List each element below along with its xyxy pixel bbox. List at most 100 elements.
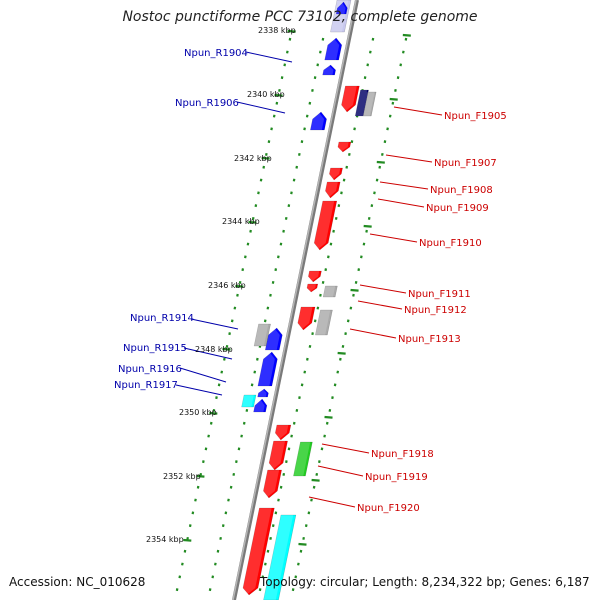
- leader-line-npun-f1910: [369, 233, 418, 243]
- gene-npun-f1918b-shade: [266, 441, 286, 470]
- gene-label-npun-f1907[interactable]: Npun_F1907: [434, 158, 497, 169]
- gene-label-npun-r1916[interactable]: Npun_R1916: [118, 364, 182, 375]
- major-tick-right-1: [389, 97, 398, 101]
- tick-dot-inner-right: [290, 434, 293, 438]
- tick-dot-outer-left: [230, 319, 234, 323]
- tick-dot-inner-right: [261, 575, 265, 579]
- tick-dot-outer-left: [254, 204, 258, 208]
- leader-line-npun-r1906: [236, 101, 286, 114]
- tick-dot-outer-right: [352, 293, 355, 297]
- major-tick-left-4: [235, 284, 244, 288]
- gene-label-npun-r1906[interactable]: Npun_R1906: [175, 98, 239, 109]
- tick-dot-inner-right: [327, 255, 330, 259]
- tick-dot-inner-left: [221, 524, 225, 528]
- gene-label-npun-f1911[interactable]: Npun_F1911: [408, 289, 471, 300]
- tick-dot-outer-left: [249, 229, 252, 233]
- tick-dot-inner-left: [211, 575, 215, 579]
- tick-dot-inner-left: [284, 216, 288, 220]
- gene-label-npun-f1909[interactable]: Npun_F1909: [426, 203, 489, 214]
- tick-dot-outer-left: [178, 575, 182, 579]
- tick-dot-inner-left: [235, 460, 238, 464]
- tick-dot-outer-right: [344, 332, 347, 336]
- tick-dot-inner-right: [337, 204, 341, 208]
- gene-npun-f1918: [274, 424, 292, 441]
- major-tick-right-3: [363, 224, 372, 228]
- gene-label-npun-r1914[interactable]: Npun_R1914: [130, 313, 194, 324]
- tick-dot-inner-right: [303, 370, 307, 374]
- major-tick-right-7: [311, 478, 320, 482]
- tick-dot-inner-right: [266, 549, 270, 553]
- tick-dot-inner-left: [232, 472, 236, 476]
- tick-dot-inner-right: [316, 306, 320, 310]
- gene-npun-f1913-grey-shade: [313, 310, 331, 335]
- gene-label-npun-r1917[interactable]: Npun_R1917: [114, 380, 178, 391]
- gene-bottom-red-shade: [240, 508, 272, 595]
- gene-npun-f1909: [325, 181, 341, 199]
- gene-label-npun-r1904[interactable]: Npun_R1904: [184, 48, 248, 59]
- gene-npun-f1907: [337, 141, 352, 153]
- tick-dot-inner-right: [258, 588, 262, 592]
- gene-label-npun-f1920[interactable]: Npun_F1920: [357, 503, 420, 514]
- gene-npun-r1914: [253, 323, 271, 347]
- genome-title: Nostoc punctiforme PCC 73102, complete g…: [122, 9, 478, 25]
- gene-npun-r1904b: [322, 64, 336, 76]
- tick-dot-outer-right: [307, 511, 311, 515]
- gene-label-npun-f1913[interactable]: Npun_F1913: [398, 334, 461, 345]
- tick-dot-inner-right: [295, 408, 299, 412]
- gene-npun-f1908-shade: [327, 168, 341, 180]
- gene-npun-r1906: [310, 111, 327, 131]
- tick-dot-outer-right: [297, 562, 300, 566]
- tick-dot-inner-right: [308, 344, 312, 348]
- gene-npun-f1910-shade: [311, 201, 335, 250]
- tick-dot-inner-left: [303, 127, 306, 131]
- leader-line-npun-f1908: [379, 181, 429, 190]
- scale-label-2338: 2338 kbp: [258, 26, 296, 35]
- gene-top-reverse: [335, 1, 348, 15]
- tick-dot-outer-left: [280, 76, 284, 80]
- tick-dot-inner-right: [366, 63, 370, 67]
- scale-label-2342: 2342 kbp: [234, 154, 272, 163]
- tick-dot-inner-left: [208, 588, 212, 592]
- tick-dot-inner-left: [271, 280, 275, 284]
- gene-label-npun-f1918[interactable]: Npun_F1918: [371, 449, 434, 460]
- tick-dot-inner-right: [306, 357, 309, 361]
- gene-npun-f1911b-shade: [305, 284, 316, 292]
- tick-dot-inner-left: [318, 50, 322, 54]
- tick-dot-outer-right: [396, 76, 400, 80]
- tick-dot-outer-right: [312, 485, 316, 489]
- tick-dot-outer-left: [225, 344, 229, 348]
- gene-npun-r1906-shade: [307, 112, 325, 130]
- scale-label-2350: 2350 kbp: [179, 408, 217, 417]
- tick-dot-inner-left: [263, 319, 267, 323]
- tick-dot-outer-left: [244, 255, 247, 259]
- tick-dot-outer-left: [188, 524, 192, 528]
- major-tick-right-2: [376, 160, 385, 164]
- major-tick-left-5: [222, 347, 231, 351]
- gene-npun-r1915-shade: [262, 328, 280, 350]
- tick-dot-inner-right: [292, 421, 296, 425]
- major-tick-right-0: [402, 33, 411, 37]
- leader-line-npun-r1914: [190, 318, 239, 330]
- gene-npun-r1917: [253, 398, 268, 413]
- tick-dot-inner-right: [363, 76, 367, 80]
- gene-label-npun-f1912[interactable]: Npun_F1912: [404, 305, 467, 316]
- tick-dot-outer-right: [370, 204, 374, 208]
- tick-dot-inner-right: [271, 524, 275, 528]
- gene-npun-f1913-shade: [295, 307, 313, 330]
- gene-label-npun-r1915[interactable]: Npun_R1915: [123, 343, 187, 354]
- tick-dot-outer-right: [302, 536, 305, 540]
- tick-dot-outer-right: [373, 191, 376, 195]
- gene-npun-f1920: [263, 469, 282, 499]
- gene-label-npun-f1919[interactable]: Npun_F1919: [365, 472, 428, 483]
- tick-dot-outer-right: [304, 524, 308, 528]
- topology-text: Topology: circular; Length: 8,234,322 bp…: [260, 575, 590, 589]
- gene-label-npun-f1905[interactable]: Npun_F1905: [444, 111, 507, 122]
- tick-dot-outer-right: [365, 229, 368, 233]
- tick-dot-tracks: [175, 29, 411, 592]
- tick-dot-outer-right: [386, 127, 389, 131]
- gene-label-npun-f1908[interactable]: Npun_F1908: [430, 185, 493, 196]
- tick-dot-outer-right: [318, 460, 321, 464]
- gene-label-npun-f1910[interactable]: Npun_F1910: [419, 238, 482, 249]
- tick-dot-inner-right: [324, 268, 328, 272]
